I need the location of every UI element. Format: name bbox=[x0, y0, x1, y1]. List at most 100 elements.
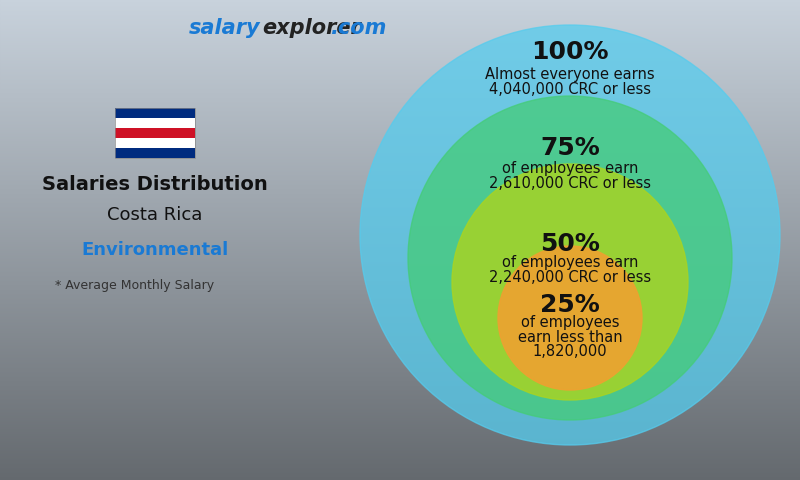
Bar bbox=[0, 477, 800, 478]
Bar bbox=[0, 219, 800, 220]
Bar bbox=[0, 37, 800, 38]
Bar bbox=[0, 417, 800, 418]
Bar bbox=[0, 317, 800, 318]
Bar bbox=[0, 56, 800, 57]
Bar bbox=[0, 368, 800, 369]
Bar bbox=[0, 392, 800, 393]
Bar bbox=[0, 7, 800, 8]
Bar bbox=[0, 163, 800, 164]
Bar bbox=[0, 438, 800, 439]
Bar bbox=[0, 207, 800, 208]
Text: explorer: explorer bbox=[262, 18, 361, 38]
Bar bbox=[0, 68, 800, 69]
Bar bbox=[0, 366, 800, 367]
Bar bbox=[0, 141, 800, 142]
Bar bbox=[0, 162, 800, 163]
Bar bbox=[0, 165, 800, 166]
Bar bbox=[0, 69, 800, 70]
Bar bbox=[0, 402, 800, 403]
Bar bbox=[0, 226, 800, 227]
Bar bbox=[0, 161, 800, 162]
Bar bbox=[0, 264, 800, 265]
Bar bbox=[0, 405, 800, 406]
Bar bbox=[0, 471, 800, 472]
Bar bbox=[0, 283, 800, 284]
Bar bbox=[0, 62, 800, 63]
Bar bbox=[0, 114, 800, 115]
Bar bbox=[0, 94, 800, 95]
Bar bbox=[0, 177, 800, 178]
Bar bbox=[0, 218, 800, 219]
Bar bbox=[0, 312, 800, 313]
Bar bbox=[0, 341, 800, 342]
Bar bbox=[0, 418, 800, 419]
Bar bbox=[0, 215, 800, 216]
Bar bbox=[0, 304, 800, 305]
Circle shape bbox=[408, 96, 732, 420]
Bar bbox=[0, 470, 800, 471]
Bar bbox=[0, 430, 800, 431]
Bar bbox=[0, 320, 800, 321]
Bar bbox=[0, 287, 800, 288]
Bar bbox=[0, 450, 800, 451]
Bar bbox=[0, 423, 800, 424]
Bar bbox=[0, 464, 800, 465]
Bar bbox=[0, 315, 800, 316]
Bar bbox=[0, 254, 800, 255]
Bar bbox=[0, 216, 800, 217]
Bar bbox=[0, 426, 800, 427]
Bar bbox=[0, 206, 800, 207]
Bar bbox=[0, 151, 800, 152]
Bar bbox=[0, 397, 800, 398]
Bar bbox=[0, 144, 800, 145]
Bar bbox=[0, 403, 800, 404]
Bar bbox=[0, 448, 800, 449]
Bar bbox=[0, 412, 800, 413]
Bar bbox=[0, 53, 800, 54]
Bar bbox=[0, 17, 800, 18]
Bar bbox=[0, 169, 800, 170]
Bar bbox=[0, 323, 800, 324]
Bar bbox=[0, 251, 800, 252]
Bar bbox=[0, 52, 800, 53]
Bar bbox=[0, 473, 800, 474]
Bar bbox=[0, 88, 800, 89]
Bar bbox=[0, 249, 800, 250]
Bar bbox=[0, 92, 800, 93]
Bar bbox=[0, 46, 800, 47]
Bar bbox=[0, 77, 800, 78]
Bar bbox=[0, 82, 800, 83]
Text: 75%: 75% bbox=[540, 136, 600, 160]
Bar bbox=[0, 145, 800, 146]
Bar bbox=[0, 407, 800, 408]
Bar bbox=[0, 275, 800, 276]
Bar bbox=[0, 31, 800, 32]
Bar bbox=[0, 389, 800, 390]
Bar bbox=[0, 115, 800, 116]
Bar bbox=[0, 241, 800, 242]
Bar bbox=[0, 348, 800, 349]
Bar bbox=[0, 245, 800, 246]
Bar bbox=[0, 5, 800, 6]
Bar bbox=[0, 184, 800, 185]
Bar bbox=[0, 160, 800, 161]
Bar bbox=[0, 174, 800, 175]
Bar bbox=[0, 279, 800, 280]
Bar bbox=[0, 57, 800, 58]
Circle shape bbox=[452, 164, 688, 400]
Bar bbox=[0, 121, 800, 122]
Bar bbox=[0, 43, 800, 44]
Bar bbox=[0, 385, 800, 386]
Bar bbox=[0, 210, 800, 211]
Bar bbox=[0, 190, 800, 191]
Bar bbox=[0, 248, 800, 249]
Bar bbox=[0, 195, 800, 196]
Bar bbox=[115, 108, 195, 118]
Bar bbox=[0, 295, 800, 296]
Bar bbox=[0, 387, 800, 388]
Bar bbox=[0, 332, 800, 333]
Bar bbox=[0, 199, 800, 200]
Bar bbox=[0, 293, 800, 294]
Bar bbox=[0, 90, 800, 91]
Bar bbox=[0, 344, 800, 345]
